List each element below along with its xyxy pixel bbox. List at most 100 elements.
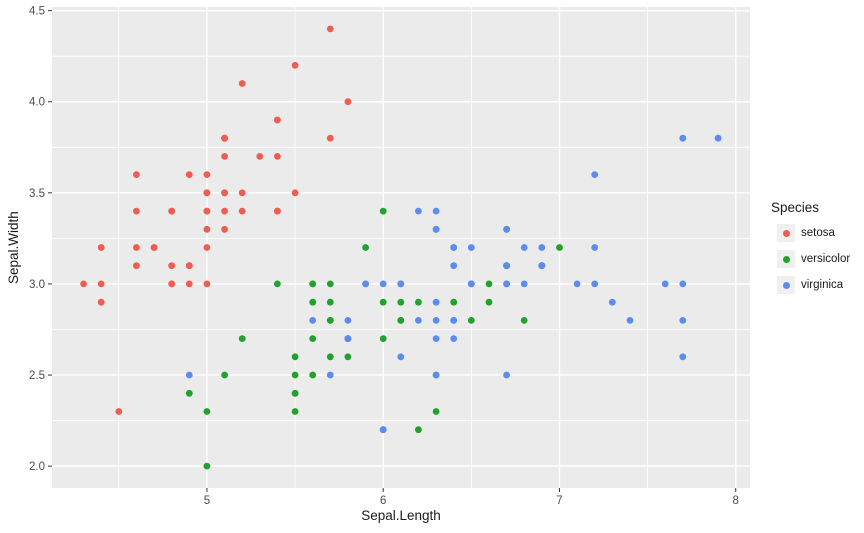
data-point-versicolor	[203, 408, 211, 415]
data-point-setosa	[80, 280, 87, 288]
data-point-virginica	[432, 225, 440, 233]
data-point-versicolor	[203, 462, 211, 470]
data-point-setosa	[221, 225, 229, 233]
data-point-setosa	[274, 153, 281, 160]
legend-label-versicolor: versicolor	[801, 253, 851, 265]
data-point-versicolor	[485, 298, 493, 306]
data-point-virginica	[714, 134, 722, 142]
y-tick-label: 2.0	[29, 461, 45, 473]
data-point-setosa	[221, 153, 229, 160]
data-point-virginica	[679, 134, 687, 142]
data-point-setosa	[256, 153, 264, 160]
data-point-versicolor	[397, 298, 405, 306]
data-point-versicolor	[326, 280, 334, 288]
data-point-virginica	[626, 317, 634, 324]
data-point-setosa	[291, 189, 299, 197]
data-point-virginica	[573, 280, 581, 288]
legend-item-versicolor: versicolor	[771, 250, 850, 268]
data-point-virginica	[450, 335, 458, 342]
data-point-setosa	[133, 244, 140, 251]
data-point-virginica	[467, 280, 475, 288]
data-point-versicolor	[291, 389, 299, 397]
data-point-virginica	[344, 335, 352, 342]
data-point-versicolor	[326, 298, 334, 306]
data-point-setosa	[203, 280, 211, 288]
data-point-setosa	[97, 244, 105, 251]
data-point-versicolor	[379, 298, 387, 306]
data-point-virginica	[679, 317, 687, 324]
data-point-versicolor	[291, 353, 299, 361]
data-point-setosa	[326, 134, 334, 142]
data-point-virginica	[608, 298, 616, 306]
x-tick-label: 6	[380, 495, 386, 507]
data-point-versicolor	[274, 280, 281, 288]
data-point-setosa	[274, 207, 281, 215]
legend-label-setosa: setosa	[801, 227, 835, 239]
data-point-setosa	[203, 225, 211, 233]
data-point-versicolor	[467, 317, 475, 324]
legend: Species setosa versicolor virginica	[771, 200, 850, 302]
data-point-versicolor	[309, 335, 317, 342]
data-point-setosa	[238, 207, 246, 215]
data-point-virginica	[661, 280, 669, 288]
data-point-virginica	[344, 317, 352, 324]
data-point-versicolor	[379, 207, 387, 215]
data-point-virginica	[415, 207, 422, 215]
data-point-setosa	[115, 408, 123, 415]
data-point-setosa	[344, 98, 352, 106]
data-point-setosa	[133, 207, 140, 215]
data-point-virginica	[185, 371, 193, 379]
y-tick-label: 4.0	[29, 97, 45, 109]
data-point-virginica	[432, 298, 440, 306]
data-point-setosa	[97, 298, 105, 306]
data-point-virginica	[450, 262, 458, 270]
data-point-virginica	[450, 244, 458, 251]
data-point-virginica	[432, 371, 440, 379]
data-point-virginica	[520, 244, 528, 251]
panel-background	[52, 7, 750, 488]
data-point-versicolor	[291, 408, 299, 415]
data-point-virginica	[432, 317, 440, 324]
data-point-setosa	[203, 189, 211, 197]
data-point-virginica	[432, 335, 440, 342]
data-point-setosa	[168, 207, 176, 215]
data-point-versicolor	[344, 353, 352, 361]
y-tick-label: 4.5	[29, 6, 45, 18]
legend-item-virginica: virginica	[771, 276, 850, 294]
data-point-virginica	[591, 280, 599, 288]
legend-items: setosa versicolor virginica	[771, 224, 850, 294]
data-point-setosa	[291, 61, 299, 69]
data-point-versicolor	[309, 371, 317, 379]
data-point-virginica	[503, 262, 510, 270]
data-point-virginica	[538, 244, 546, 251]
data-point-setosa	[203, 244, 211, 251]
data-point-setosa	[185, 280, 193, 288]
versicolor-point-icon	[782, 255, 790, 263]
data-point-virginica	[450, 317, 458, 324]
data-point-virginica	[432, 207, 440, 215]
x-axis-title: Sepal.Length	[361, 508, 441, 523]
data-point-setosa	[203, 171, 211, 179]
data-point-versicolor	[415, 426, 422, 434]
data-point-setosa	[221, 134, 229, 142]
data-point-setosa	[97, 280, 105, 288]
x-tick-label: 8	[733, 495, 739, 507]
data-point-versicolor	[415, 298, 422, 306]
data-point-versicolor	[221, 371, 229, 379]
legend-item-setosa: setosa	[771, 224, 850, 242]
data-point-versicolor	[309, 280, 317, 288]
data-point-virginica	[520, 280, 528, 288]
data-point-versicolor	[379, 335, 387, 342]
data-point-virginica	[591, 171, 599, 179]
setosa-point-icon	[782, 229, 790, 237]
data-point-versicolor	[556, 244, 563, 251]
data-point-setosa	[221, 207, 229, 215]
data-point-setosa	[168, 262, 176, 270]
data-point-virginica	[379, 280, 387, 288]
data-point-setosa	[185, 262, 193, 270]
data-point-setosa	[133, 262, 140, 270]
data-point-versicolor	[397, 317, 405, 324]
data-point-virginica	[538, 262, 546, 270]
data-point-versicolor	[485, 280, 493, 288]
